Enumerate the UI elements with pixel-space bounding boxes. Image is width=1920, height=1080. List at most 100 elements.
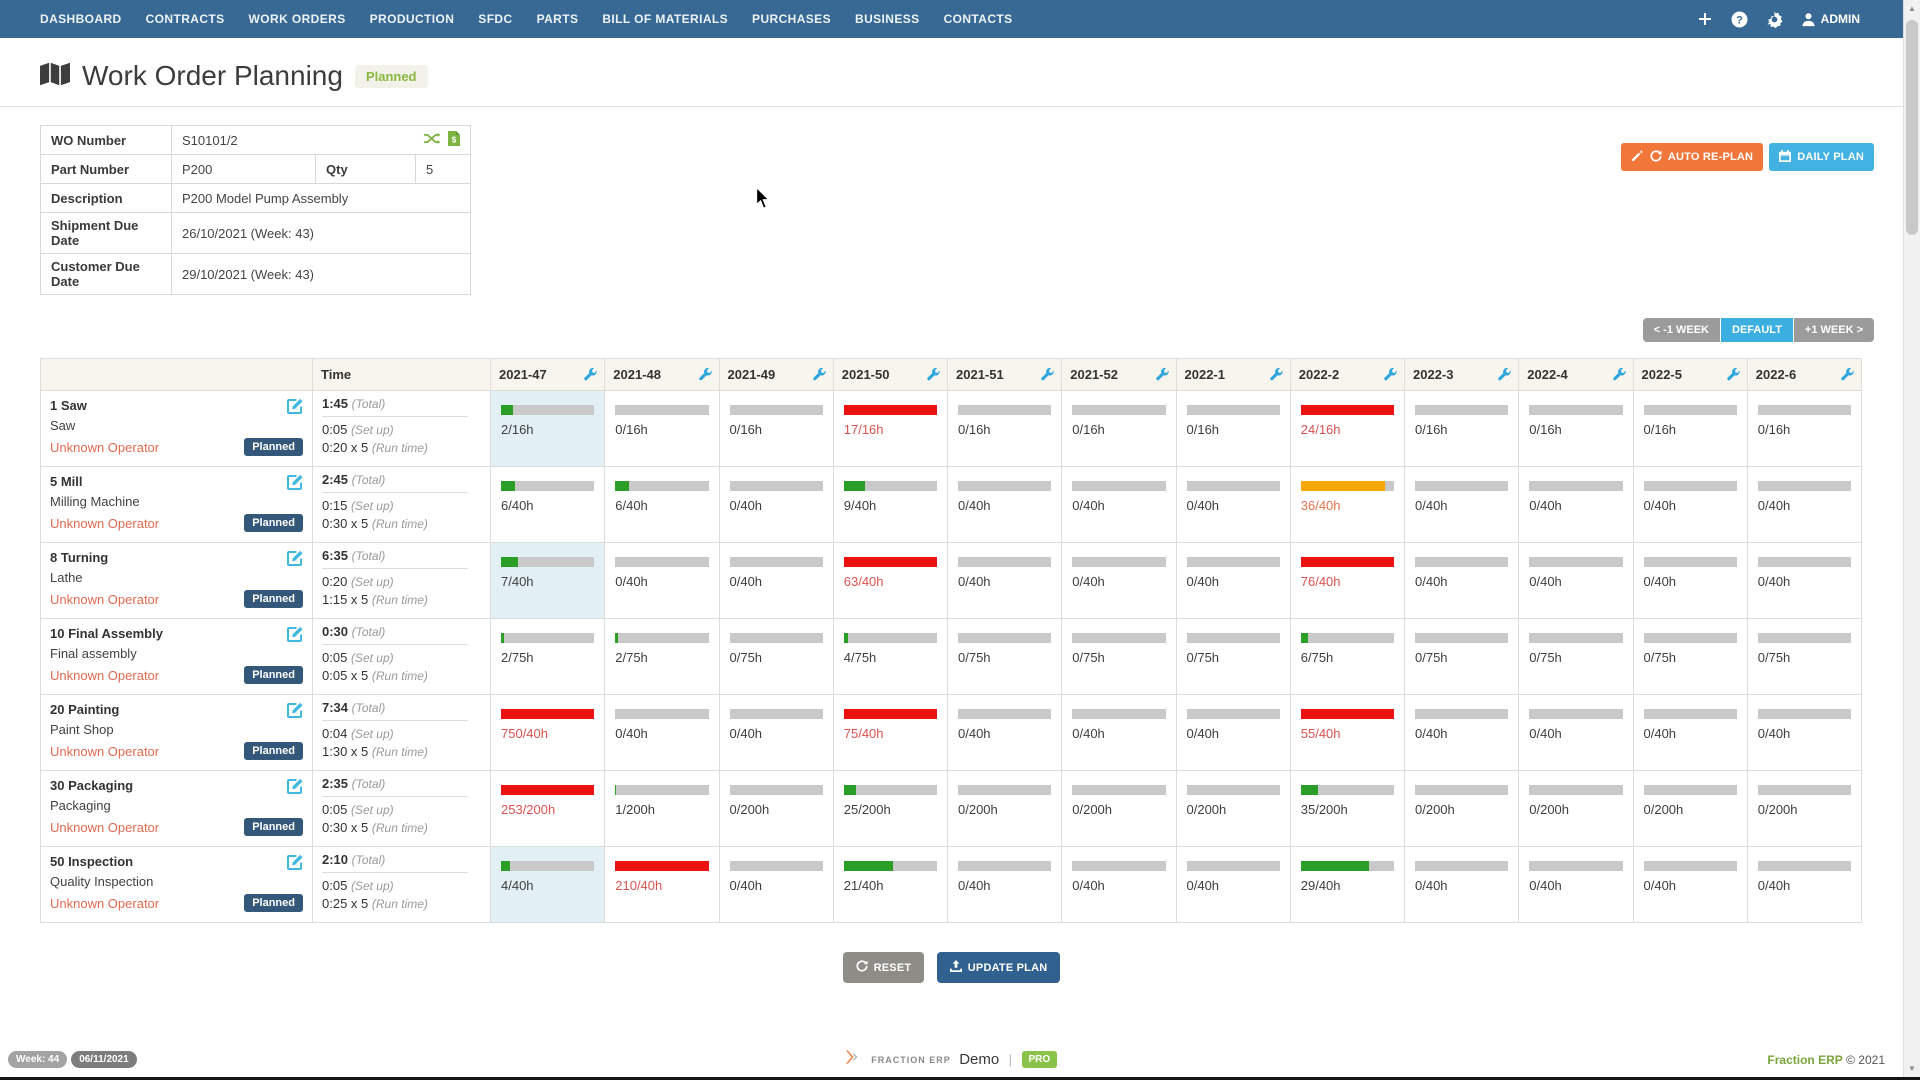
capacity-cell[interactable]: 0/40h: [946, 846, 1063, 923]
capacity-cell[interactable]: 2/75h: [489, 618, 606, 695]
help-icon[interactable]: ?: [1731, 11, 1748, 28]
capacity-cell[interactable]: 0/40h: [1403, 846, 1520, 923]
capacity-cell[interactable]: 1/200h: [604, 770, 720, 847]
capacity-cell[interactable]: 21/40h: [832, 846, 949, 923]
capacity-cell[interactable]: 24/16h: [1289, 390, 1406, 467]
capacity-cell[interactable]: 210/40h: [604, 846, 720, 923]
capacity-cell[interactable]: 0/40h: [1175, 466, 1291, 543]
capacity-cell[interactable]: 0/75h: [1175, 618, 1291, 695]
nav-item[interactable]: WORK ORDERS: [248, 12, 346, 26]
capacity-cell[interactable]: 0/40h: [1061, 542, 1177, 619]
reset-button[interactable]: RESET: [842, 952, 925, 983]
capacity-cell[interactable]: 6/40h: [489, 466, 606, 543]
nav-item[interactable]: PURCHASES: [752, 12, 831, 26]
wrench-icon[interactable]: [813, 367, 826, 384]
nav-item[interactable]: PARTS: [536, 12, 579, 26]
capacity-cell[interactable]: 0/16h: [1746, 390, 1863, 467]
capacity-cell[interactable]: 36/40h: [1289, 466, 1406, 543]
capacity-cell[interactable]: 0/200h: [1403, 770, 1520, 847]
capacity-cell[interactable]: 0/40h: [1746, 846, 1863, 923]
capacity-cell[interactable]: 0/40h: [1403, 542, 1520, 619]
update-plan-button[interactable]: UPDATE PLAN: [936, 952, 1061, 983]
capacity-cell[interactable]: 0/40h: [1632, 846, 1748, 923]
capacity-cell[interactable]: 0/75h: [1061, 618, 1177, 695]
capacity-cell[interactable]: 0/40h: [1061, 846, 1177, 923]
capacity-cell[interactable]: 0/40h: [718, 466, 834, 543]
shuffle-icon[interactable]: [423, 132, 441, 148]
capacity-cell[interactable]: 0/40h: [1175, 694, 1291, 771]
capacity-cell[interactable]: 0/200h: [1746, 770, 1863, 847]
capacity-cell[interactable]: 0/40h: [1175, 542, 1291, 619]
capacity-cell[interactable]: 0/40h: [1518, 466, 1634, 543]
capacity-cell[interactable]: 0/75h: [1632, 618, 1748, 695]
edit-icon[interactable]: [287, 854, 303, 870]
edit-icon[interactable]: [287, 626, 303, 642]
capacity-cell[interactable]: 4/40h: [489, 846, 606, 923]
capacity-cell[interactable]: 0/200h: [718, 770, 834, 847]
capacity-cell[interactable]: 0/40h: [1632, 542, 1748, 619]
capacity-cell[interactable]: 0/16h: [718, 390, 834, 467]
nav-item[interactable]: DASHBOARD: [40, 12, 122, 26]
wrench-icon[interactable]: [1384, 367, 1397, 384]
capacity-cell[interactable]: 0/40h: [1746, 542, 1863, 619]
capacity-cell[interactable]: 0/40h: [1403, 466, 1520, 543]
nav-item[interactable]: BILL OF MATERIALS: [602, 12, 729, 26]
capacity-cell[interactable]: 29/40h: [1289, 846, 1406, 923]
capacity-cell[interactable]: 0/40h: [1061, 694, 1177, 771]
capacity-cell[interactable]: 0/40h: [1632, 694, 1748, 771]
auto-replan-button[interactable]: AUTO RE-PLAN: [1620, 143, 1764, 171]
capacity-cell[interactable]: 0/75h: [718, 618, 834, 695]
capacity-cell[interactable]: 750/40h: [489, 694, 606, 771]
capacity-cell[interactable]: 0/40h: [718, 542, 834, 619]
scroll-up-arrow-icon[interactable]: ▲: [1908, 4, 1916, 13]
capacity-cell[interactable]: 17/16h: [832, 390, 949, 467]
daily-plan-button[interactable]: DAILY PLAN: [1769, 143, 1874, 171]
prev-week-button[interactable]: < -1 WEEK: [1642, 318, 1721, 342]
capacity-cell[interactable]: 0/40h: [946, 466, 1063, 543]
capacity-cell[interactable]: 0/16h: [1518, 390, 1634, 467]
capacity-cell[interactable]: 0/40h: [1403, 694, 1520, 771]
capacity-cell[interactable]: 0/40h: [1175, 846, 1291, 923]
capacity-cell[interactable]: 0/40h: [718, 846, 834, 923]
capacity-cell[interactable]: 35/200h: [1289, 770, 1406, 847]
capacity-cell[interactable]: 25/200h: [832, 770, 949, 847]
admin-user-menu[interactable]: ADMIN: [1801, 12, 1860, 27]
wrench-icon[interactable]: [1727, 367, 1740, 384]
capacity-cell[interactable]: 4/75h: [832, 618, 949, 695]
edit-icon[interactable]: [287, 778, 303, 794]
nav-item[interactable]: BUSINESS: [855, 12, 920, 26]
capacity-cell[interactable]: 0/40h: [1746, 466, 1863, 543]
capacity-cell[interactable]: 0/200h: [1175, 770, 1291, 847]
wrench-icon[interactable]: [1498, 367, 1511, 384]
capacity-cell[interactable]: 0/200h: [1632, 770, 1748, 847]
add-icon[interactable]: [1697, 11, 1713, 27]
vertical-scrollbar[interactable]: ▲ ▼: [1903, 0, 1920, 1077]
capacity-cell[interactable]: 0/16h: [1175, 390, 1291, 467]
capacity-cell[interactable]: 76/40h: [1289, 542, 1406, 619]
invoice-file-icon[interactable]: $: [448, 131, 460, 149]
capacity-cell[interactable]: 0/40h: [1746, 694, 1863, 771]
settings-gear-icon[interactable]: [1766, 10, 1783, 28]
capacity-cell[interactable]: 0/200h: [1061, 770, 1177, 847]
wrench-icon[interactable]: [1612, 367, 1626, 384]
capacity-cell[interactable]: 0/16h: [946, 390, 1063, 467]
wrench-icon[interactable]: [1841, 367, 1854, 384]
operator-link[interactable]: Unknown Operator: [50, 591, 160, 607]
capacity-cell[interactable]: 9/40h: [832, 466, 949, 543]
operator-link[interactable]: Unknown Operator: [50, 515, 160, 531]
scroll-down-arrow-icon[interactable]: ▼: [1908, 1064, 1916, 1073]
capacity-cell[interactable]: 0/40h: [604, 542, 720, 619]
capacity-cell[interactable]: 55/40h: [1289, 694, 1406, 771]
capacity-cell[interactable]: 0/75h: [1746, 618, 1863, 695]
nav-item[interactable]: CONTACTS: [943, 12, 1013, 26]
wrench-icon[interactable]: [1041, 367, 1054, 384]
capacity-cell[interactable]: 0/40h: [946, 694, 1063, 771]
wrench-icon[interactable]: [1270, 367, 1283, 384]
edit-icon[interactable]: [287, 398, 303, 414]
capacity-cell[interactable]: 0/75h: [946, 618, 1063, 695]
nav-item[interactable]: CONTRACTS: [145, 12, 225, 26]
capacity-cell[interactable]: 0/40h: [718, 694, 834, 771]
operator-link[interactable]: Unknown Operator: [50, 439, 160, 455]
wrench-icon[interactable]: [927, 367, 940, 384]
wrench-icon[interactable]: [698, 367, 712, 384]
